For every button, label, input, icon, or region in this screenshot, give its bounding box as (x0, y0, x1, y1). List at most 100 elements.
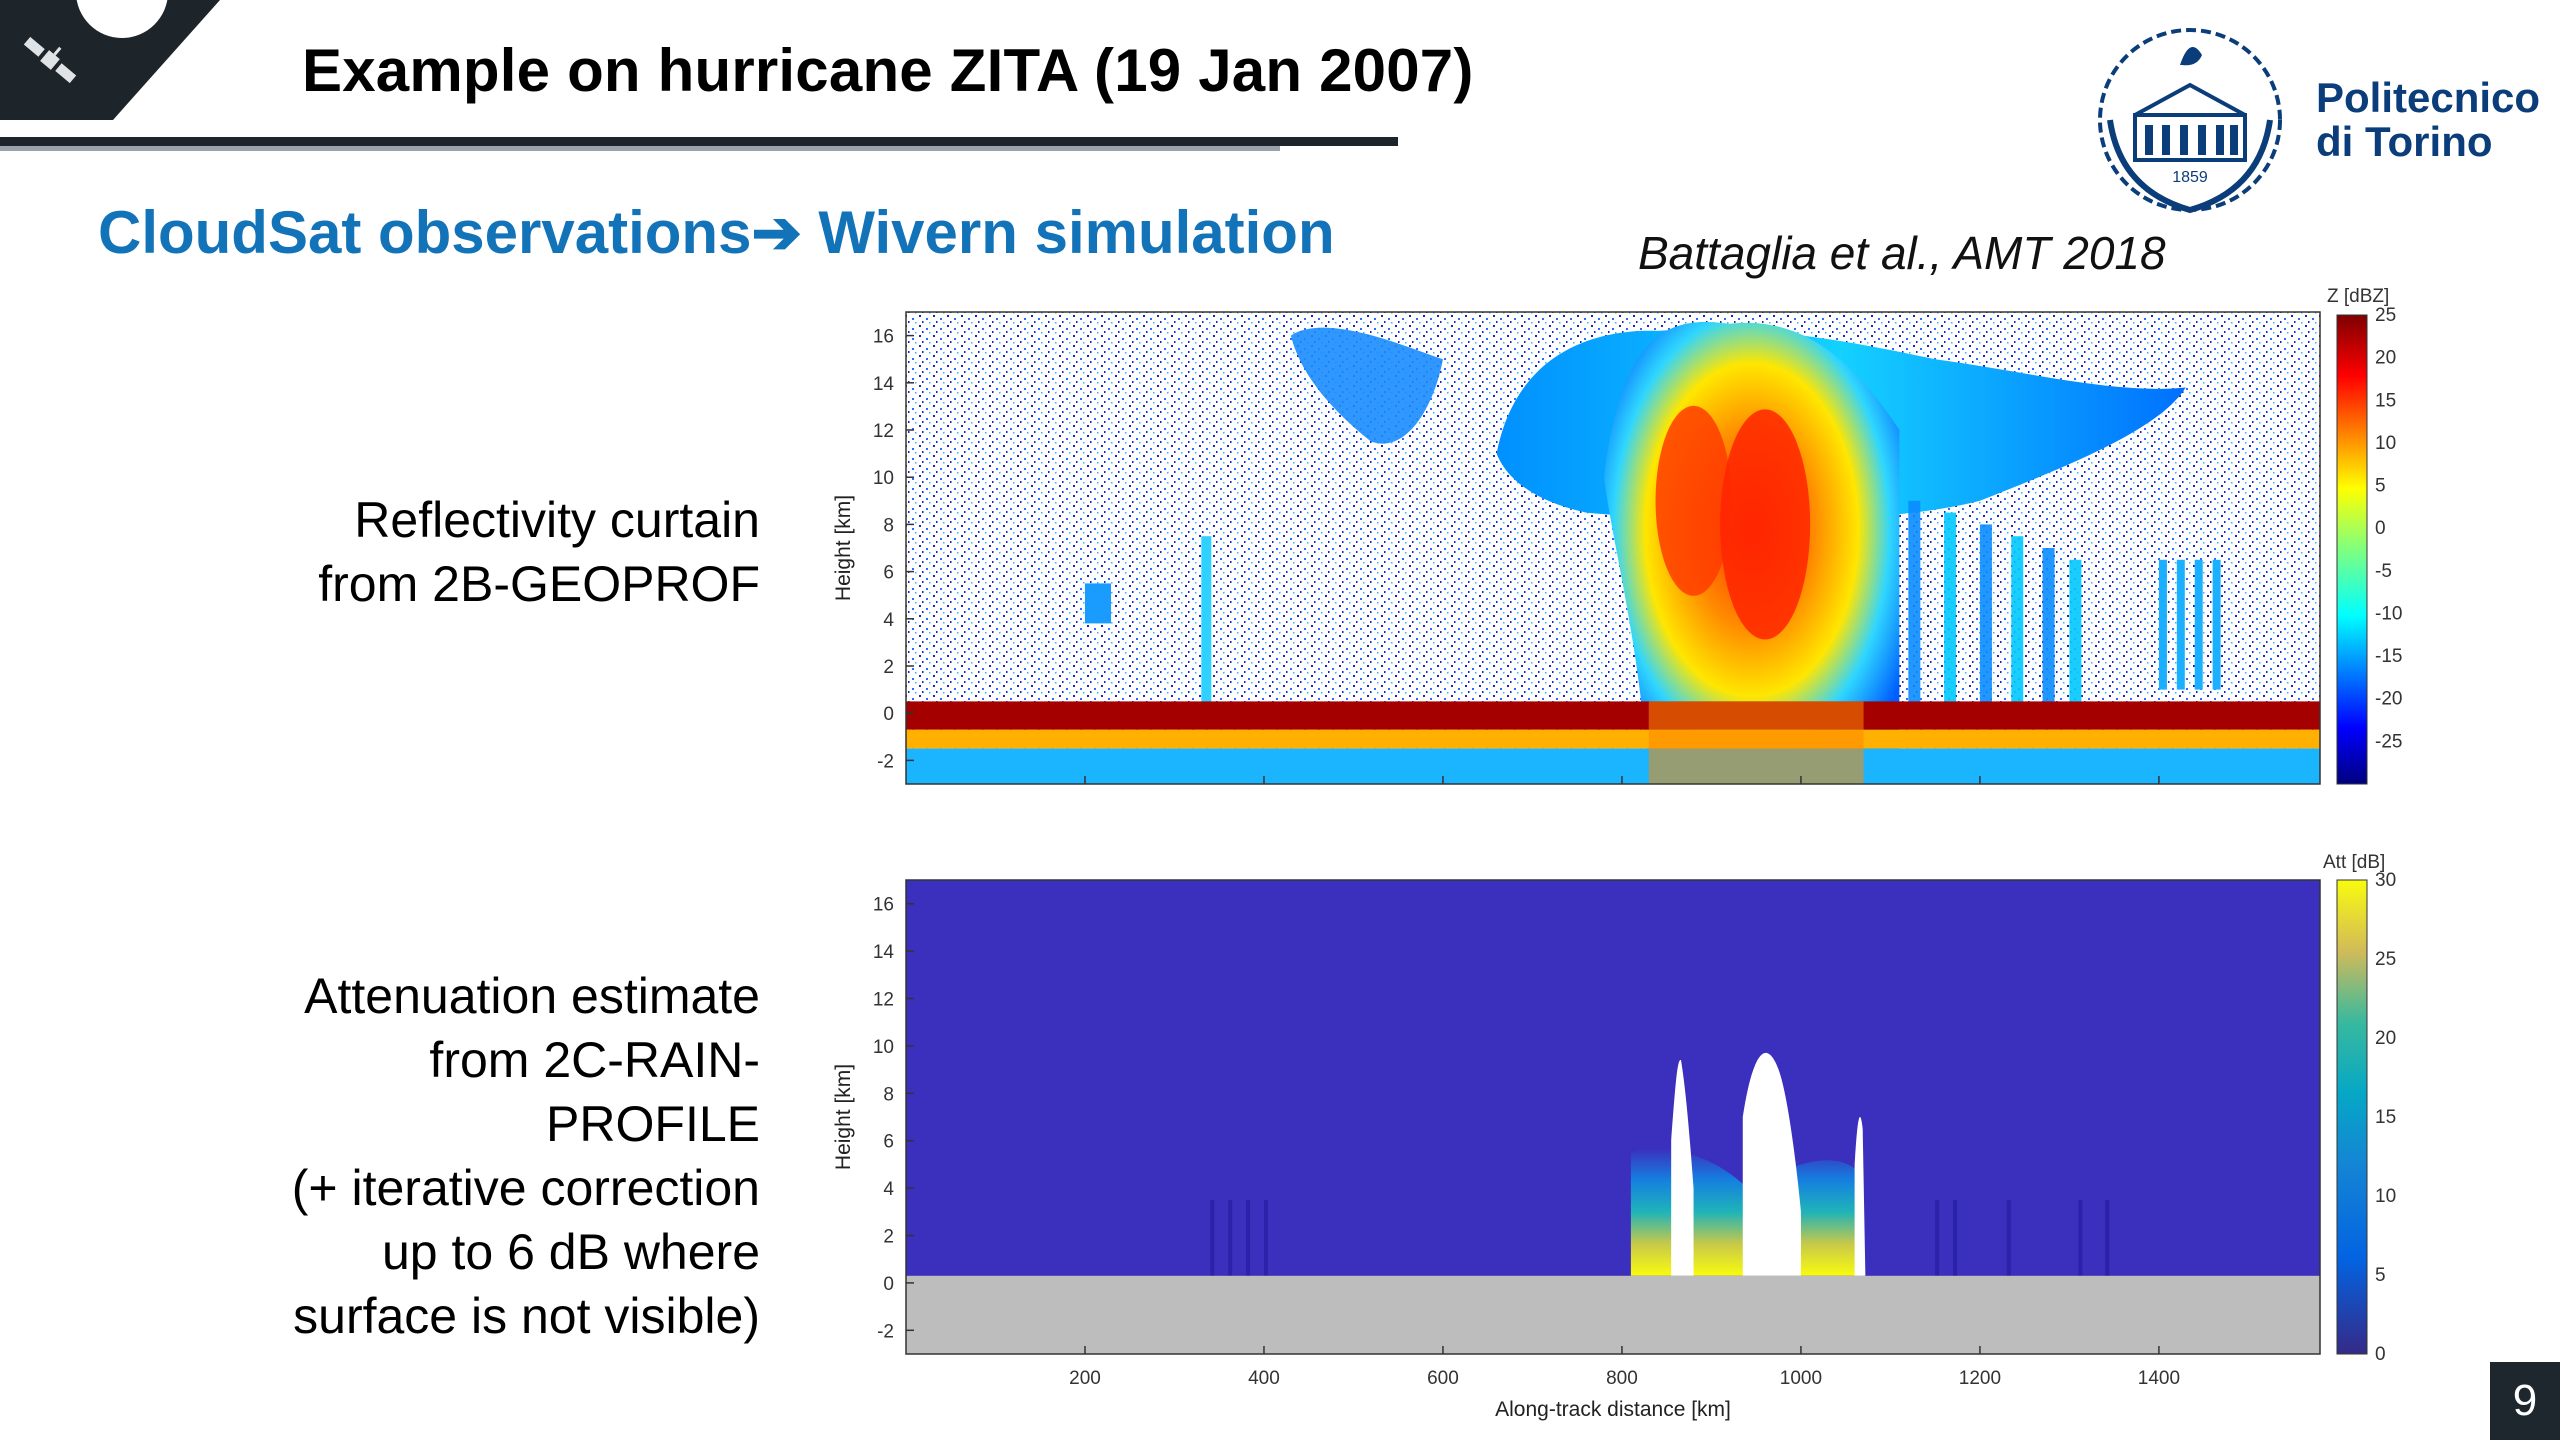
header-rule-dark (0, 137, 1398, 146)
y-tick-label: 6 (883, 1132, 894, 1153)
colorbar-gradient (2336, 314, 2368, 785)
caption-line: Attenuation estimate (304, 968, 760, 1024)
faint-streak (1935, 1199, 1940, 1276)
header-corner-graphic (0, 0, 220, 120)
colorbar-tick-label: 0 (2375, 518, 2386, 539)
slide-subtitle: CloudSat observations➔ Wivern simulation (98, 198, 1335, 268)
reflectivity-colorbar: 25 20 15 10 5 0 -5 -10 -15 -20 -25 Z [dBZ] (2327, 286, 2402, 785)
y-tick-label: 16 (873, 327, 894, 348)
faint-streak (2105, 1199, 2110, 1276)
colorbar-label: Z [dBZ] (2327, 286, 2389, 307)
surface-region (906, 1275, 2320, 1354)
attenuation-axes: 16 14 12 10 8 6 4 2 0 -2 200 400 600 800 1000 1200 1400 H… (832, 879, 2321, 1421)
y-tick-label: 0 (883, 704, 894, 725)
colorbar-tick-label: 20 (2375, 1028, 2396, 1049)
y-axis-label: Height [km] (832, 1064, 855, 1170)
reflectivity-axes: 16 14 12 10 8 6 4 2 0 -2 Height [km] (832, 311, 2321, 785)
caption-reflectivity: Reflectivity curtain from 2B-GEOPROF (40, 488, 760, 616)
y-tick-label: 14 (873, 942, 895, 963)
x-tick-label: 600 (1427, 1368, 1459, 1389)
reflectivity-plot-area (906, 312, 2320, 784)
header-rule-light (0, 146, 1280, 151)
caption-line: (+ iterative correction (291, 1160, 760, 1216)
y-tick-label: 12 (873, 421, 894, 442)
citation: Battaglia et al., AMT 2018 (1638, 227, 2166, 279)
faint-streak (1228, 1199, 1233, 1276)
precip-shaft (2069, 559, 2082, 714)
y-tick-label: 8 (883, 515, 894, 536)
svg-text:1859: 1859 (2172, 169, 2208, 186)
colorbar-tick-label: -25 (2375, 731, 2402, 752)
x-tick-label: 800 (1606, 1368, 1638, 1389)
x-tick-label: 1200 (1959, 1368, 2001, 1389)
small-cell (1084, 583, 1111, 624)
y-tick-label: 12 (873, 990, 894, 1011)
plot-frame (905, 879, 2321, 1355)
cirrus-patch (1290, 327, 1443, 444)
reflectivity-core (1720, 409, 1811, 640)
right-arrow-icon: ➔ (751, 199, 802, 266)
small-cell (1201, 536, 1212, 714)
colorbar-tick-label: 25 (2375, 949, 2396, 970)
subtitle-left: CloudSat observations (98, 199, 752, 266)
y-tick-label: 8 (883, 1084, 894, 1105)
colorbar-tick-label: -15 (2375, 646, 2402, 667)
reflectivity-core (1655, 405, 1732, 596)
y-tick-label: 10 (873, 468, 894, 489)
y-tick-label: -2 (877, 1321, 894, 1342)
caption-line: PROFILE (546, 1096, 760, 1152)
university-name: Politecnico di Torino (2316, 76, 2540, 164)
attenuation-background (906, 880, 2320, 1354)
caption-attenuation: Attenuation estimate from 2C-RAIN- PROFI… (40, 964, 760, 1348)
y-tick-label: 2 (883, 1227, 894, 1248)
y-tick-label: 0 (883, 1274, 894, 1295)
colorbar-tick-label: 20 (2375, 348, 2396, 369)
y-tick-label: 16 (873, 895, 894, 916)
colorbar-tick-label: 15 (2375, 1107, 2396, 1128)
surface-clutter (906, 701, 2320, 730)
caption-line: Reflectivity curtain (354, 492, 760, 548)
storm-surface-gap (1648, 701, 1864, 784)
small-cell (2158, 559, 2167, 690)
caption-line: up to 6 dB where (381, 1224, 760, 1280)
small-cell (2212, 559, 2221, 690)
y-tick-label: -2 (877, 751, 894, 772)
faint-streak (1263, 1199, 1268, 1276)
precip-shaft (1979, 524, 1992, 714)
colorbar-tick-label: -10 (2375, 603, 2402, 624)
y-tick-label: 4 (883, 1179, 894, 1200)
colorbar-tick-label: -5 (2375, 561, 2392, 582)
saturated-column (1671, 1059, 1694, 1276)
university-name-line2: di Torino (2316, 118, 2493, 165)
caption-line: from 2B-GEOPROF (318, 556, 760, 612)
y-tick-label: 2 (883, 657, 894, 678)
precip-shaft (1908, 500, 1921, 714)
satellite-icon (23, 36, 77, 84)
colorbar-tick-label: 0 (2375, 1344, 2386, 1365)
x-axis-label: Along-track distance [km] (1495, 1398, 1731, 1421)
attenuation-colorbar: 30 25 20 15 10 5 0 Att [dB] (2323, 852, 2396, 1365)
faint-streak (1953, 1199, 1958, 1276)
surface-clutter-edge (906, 729, 2320, 749)
y-tick-label: 14 (873, 374, 895, 395)
caption-line: surface is not visible) (293, 1288, 760, 1344)
small-cell (2176, 559, 2185, 690)
precip-shaft (2011, 536, 2024, 714)
attenuation-plot-area (906, 880, 2320, 1354)
caption-line: from 2C-RAIN- (429, 1032, 760, 1088)
page-number: 9 (2490, 1362, 2560, 1440)
x-tick-label: 200 (1069, 1368, 1101, 1389)
colorbar-tick-label: 30 (2375, 870, 2396, 891)
colorbar-label: Att [dB] (2323, 852, 2385, 873)
colorbar-tick-label: 10 (2375, 433, 2396, 454)
small-cell (2194, 559, 2203, 690)
x-tick-label: 400 (1248, 1368, 1280, 1389)
colorbar-gradient (2336, 879, 2368, 1355)
plot-frame (905, 311, 2321, 785)
colorbar-tick-label: 25 (2375, 305, 2396, 326)
slide-title: Example on hurricane ZITA (19 Jan 2007) (302, 37, 1474, 104)
colorbar-tick-label: 5 (2375, 1265, 2386, 1286)
colorbar-tick-label: 15 (2375, 390, 2396, 411)
